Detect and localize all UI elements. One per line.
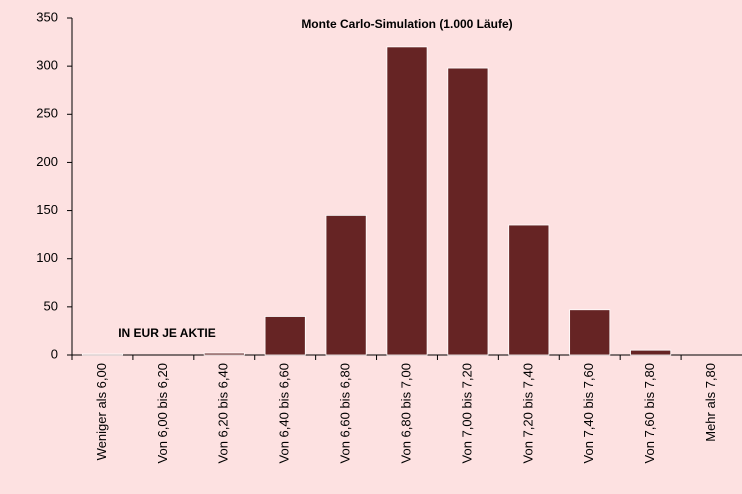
bar (508, 224, 550, 356)
x-tick-label: Von 7,40 bis 7,60 (581, 363, 596, 463)
x-tick-label: Von 6,20 bis 6,40 (216, 363, 231, 463)
x-tick-label: Von 7,60 bis 7,80 (642, 363, 657, 463)
x-tick-label: Von 7,20 bis 7,40 (520, 363, 535, 463)
bar (264, 316, 306, 356)
bar (386, 46, 428, 356)
y-tick-label: 100 (36, 250, 58, 265)
bar (569, 309, 611, 356)
y-tick-label: 150 (36, 202, 58, 217)
x-tick-label: Von 6,60 bis 6,80 (338, 363, 353, 463)
x-tick-label: Von 6,00 bis 6,20 (155, 363, 170, 463)
x-tick-label: Weniger als 6,00 (94, 363, 109, 460)
y-tick-label: 350 (36, 9, 58, 24)
bar (203, 352, 245, 356)
bar (447, 67, 489, 356)
y-tick-label: 50 (44, 298, 58, 313)
bar (81, 353, 123, 356)
x-tick-label: Von 6,80 bis 7,00 (398, 363, 413, 463)
y-tick-label: 300 (36, 58, 58, 73)
y-tick-label: 0 (51, 346, 58, 361)
x-tick-label: Von 7,00 bis 7,20 (459, 363, 474, 463)
chart-title: Monte Carlo-Simulation (1.000 Läufe) (301, 17, 512, 31)
x-tick-label: Von 6,40 bis 6,60 (277, 363, 292, 463)
bar (630, 349, 672, 356)
x-tick-label: Mehr als 7,80 (703, 363, 718, 442)
y-tick-label: 250 (36, 106, 58, 121)
y-tick-label: 200 (36, 154, 58, 169)
annotation: IN EUR JE AKTIE (118, 326, 216, 340)
bar (325, 214, 367, 356)
